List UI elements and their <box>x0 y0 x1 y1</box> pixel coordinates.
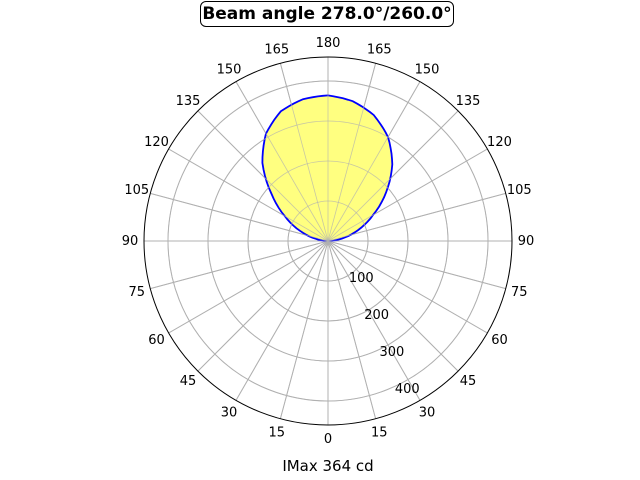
x-axis-label: IMax 364 cd <box>282 457 374 475</box>
angle-tick-label: 60 <box>491 333 508 348</box>
radial-grid-overlay <box>287 200 369 282</box>
angular-grid-overlay <box>327 240 506 290</box>
angle-tick-label: 105 <box>124 183 149 198</box>
angular-grid-overlay <box>150 192 329 242</box>
chart-title-box: Beam angle 278.0°/260.0° <box>200 1 454 27</box>
angle-tick-label: 75 <box>128 285 145 300</box>
angle-tick-label: 150 <box>217 63 242 78</box>
angular-grid-overlay <box>327 148 488 242</box>
angular-grid-overlay <box>235 240 329 401</box>
angle-tick-label: 60 <box>148 333 165 348</box>
angular-grid-overlay <box>327 240 459 372</box>
angle-tick-label: 90 <box>518 234 535 249</box>
angular-grid-overlay <box>327 240 421 401</box>
angular-grid-overlay <box>327 110 459 242</box>
angular-grid-overlay <box>197 240 329 372</box>
angular-grid-overlay <box>327 192 506 242</box>
radial-tick-label: 400 <box>395 382 420 397</box>
angle-tick-label: 45 <box>180 374 197 389</box>
angular-grid-overlay <box>168 148 329 242</box>
angular-grid-overlay <box>168 240 329 334</box>
beam-fill-area <box>262 95 393 242</box>
radial-grid-overlay <box>247 160 409 322</box>
angle-tick-label: 120 <box>144 135 169 150</box>
angle-tick-label: 165 <box>367 43 392 58</box>
angle-tick-label: 135 <box>176 94 201 109</box>
angle-tick-label: 165 <box>264 43 289 58</box>
radial-tick-label: 300 <box>380 345 405 360</box>
angle-tick-label: 120 <box>487 135 512 150</box>
chart-title: Beam angle 278.0°/260.0° <box>202 4 452 24</box>
angle-tick-label: 15 <box>371 425 388 440</box>
angular-grid-overlay <box>197 110 329 242</box>
angle-tick-label: 45 <box>460 374 477 389</box>
angular-grid-overlay <box>327 240 377 419</box>
angle-tick-label: 105 <box>507 183 532 198</box>
angle-tick-label: 150 <box>415 63 440 78</box>
angle-tick-label: 135 <box>456 94 481 109</box>
angular-grid-overlay <box>327 63 377 242</box>
radial-grid-overlay <box>207 120 449 362</box>
radial-tick-label: 200 <box>364 308 389 323</box>
angular-grid-overlay <box>235 81 329 242</box>
angular-grid-overlay <box>327 240 488 334</box>
angle-tick-label: 75 <box>511 285 528 300</box>
angle-tick-label: 15 <box>268 425 285 440</box>
angle-tick-label: 30 <box>221 405 238 420</box>
polar-frame <box>143 56 513 426</box>
angular-grid-overlay <box>279 240 329 419</box>
angular-grid-overlay <box>150 240 329 290</box>
angular-grid-overlay <box>327 81 421 242</box>
angle-tick-label: 0 <box>324 432 332 447</box>
angle-tick-label: 180 <box>316 36 341 51</box>
angular-grid-overlay <box>279 63 329 242</box>
radial-grid-overlay <box>167 80 489 402</box>
angle-tick-label: 30 <box>419 405 436 420</box>
angle-tick-label: 90 <box>122 234 139 249</box>
radial-tick-label: 100 <box>349 271 374 286</box>
